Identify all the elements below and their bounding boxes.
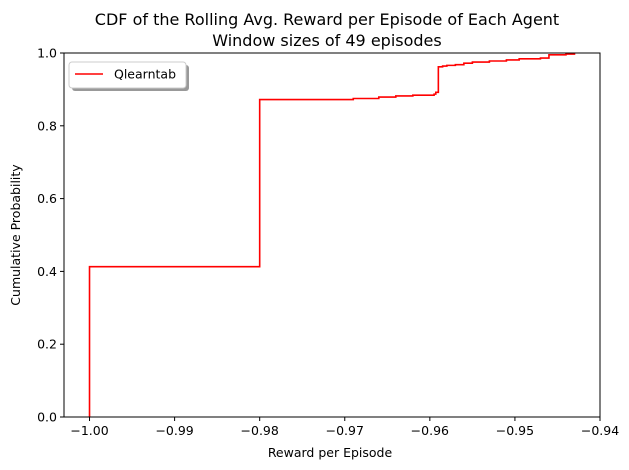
- chart-title-line2: Window sizes of 49 episodes: [212, 31, 441, 50]
- x-tick-label: −0.98: [241, 423, 279, 438]
- y-tick-label: 1.0: [37, 46, 57, 61]
- plot-area: [88, 53, 576, 417]
- y-tick-label: 0.0: [37, 410, 57, 425]
- y-tick-label: 0.6: [37, 191, 57, 206]
- legend-label-qlearntab: Qlearntab: [114, 67, 176, 82]
- plot-frame: [63, 52, 601, 418]
- x-axis-label: Reward per Episode: [268, 445, 393, 460]
- y-tick-label: 0.8: [37, 118, 57, 133]
- legend: Qlearntab: [68, 61, 189, 91]
- x-tick-label: −0.96: [411, 423, 449, 438]
- x-tick-label: −1.00: [70, 423, 108, 438]
- x-tick-label: −0.99: [155, 423, 193, 438]
- series-line-qlearntab: [88, 53, 576, 417]
- axis-ticks: −1.00 −0.99 −0.98 −0.97 −0.96 −0.95 −0.94 0.0 0.…: [37, 46, 619, 439]
- y-tick-label: 0.4: [37, 264, 57, 279]
- x-tick-label: −0.94: [581, 423, 619, 438]
- y-axis-label: Cumulative Probability: [8, 164, 23, 306]
- chart-title-line1: CDF of the Rolling Avg. Reward per Episo…: [95, 10, 559, 29]
- x-tick-label: −0.95: [496, 423, 534, 438]
- legend-box: [68, 61, 187, 89]
- y-tick-label: 0.2: [37, 337, 57, 352]
- x-tick-label: −0.97: [326, 423, 364, 438]
